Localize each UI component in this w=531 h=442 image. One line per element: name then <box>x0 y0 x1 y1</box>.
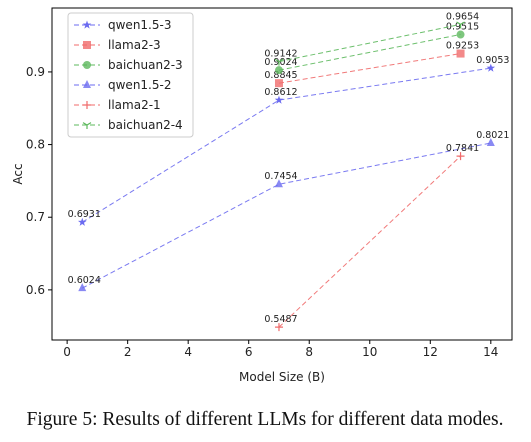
y-tick-label: 0.7 <box>26 210 45 224</box>
x-tick-label: 12 <box>423 345 438 359</box>
marker <box>274 179 283 188</box>
marker <box>274 323 283 332</box>
marker <box>274 66 283 75</box>
marker <box>486 63 496 72</box>
marker <box>456 21 465 29</box>
y-tick-label: 0.9 <box>26 65 45 79</box>
data-label: 0.9024 <box>264 57 297 68</box>
y-tick-label: 0.6 <box>26 283 45 297</box>
data-label: 0.6931 <box>68 209 101 220</box>
legend-marker <box>83 80 91 88</box>
x-tick-label: 10 <box>362 345 377 359</box>
legend-marker <box>82 20 92 29</box>
series-line <box>278 53 461 84</box>
x-tick-label: 2 <box>124 345 132 359</box>
data-label: 0.5487 <box>264 314 297 325</box>
data-label: 0.7841 <box>446 143 479 154</box>
x-tick-label: 6 <box>245 345 253 359</box>
legend-marker <box>83 101 91 109</box>
legend-label: qwen1.5-3 <box>108 18 171 32</box>
y-axis-label: Acc <box>11 163 25 184</box>
data-label: 0.8021 <box>476 130 509 141</box>
legend-box <box>67 12 194 138</box>
marker <box>274 58 284 66</box>
data-label: 0.9053 <box>476 55 509 66</box>
caption: Figure 5: Results of different LLMs for … <box>27 409 504 430</box>
marker <box>78 283 87 292</box>
legend-label: llama2-3 <box>108 38 161 52</box>
marker <box>456 49 465 58</box>
legend-marker <box>82 122 92 129</box>
marker <box>486 138 495 147</box>
x-tick-label: 8 <box>305 345 313 359</box>
legend-marker <box>83 61 91 69</box>
data-label: 0.9654 <box>446 11 479 22</box>
y-tick-label: 0.8 <box>26 138 45 152</box>
data-label: 0.9515 <box>446 22 479 33</box>
series-line <box>278 23 461 63</box>
marker <box>456 152 465 161</box>
legend-label: llama2-1 <box>108 98 161 112</box>
data-label: 0.6024 <box>68 275 101 286</box>
series-line <box>82 142 491 289</box>
data-label: 0.8845 <box>264 70 297 81</box>
plot-frame <box>51 7 513 341</box>
series-line <box>278 155 461 328</box>
marker <box>77 217 87 226</box>
x-tick-label: 14 <box>483 345 498 359</box>
series-line <box>278 34 461 71</box>
data-label: 0.8612 <box>264 87 297 98</box>
x-tick-label: 4 <box>184 345 192 359</box>
data-label: 0.9253 <box>446 41 479 52</box>
x-tick-label: 0 <box>63 345 71 359</box>
marker <box>456 30 465 39</box>
legend-label: qwen1.5-2 <box>108 78 171 92</box>
x-axis-label: Model Size (B) <box>239 370 325 384</box>
marker <box>274 95 284 104</box>
data-label: 0.9142 <box>264 49 297 60</box>
legend-label: baichuan2-3 <box>108 58 183 72</box>
data-label: 0.7454 <box>264 171 297 182</box>
legend-marker <box>83 41 91 49</box>
legend-label: baichuan2-4 <box>108 118 183 132</box>
marker <box>274 79 283 88</box>
